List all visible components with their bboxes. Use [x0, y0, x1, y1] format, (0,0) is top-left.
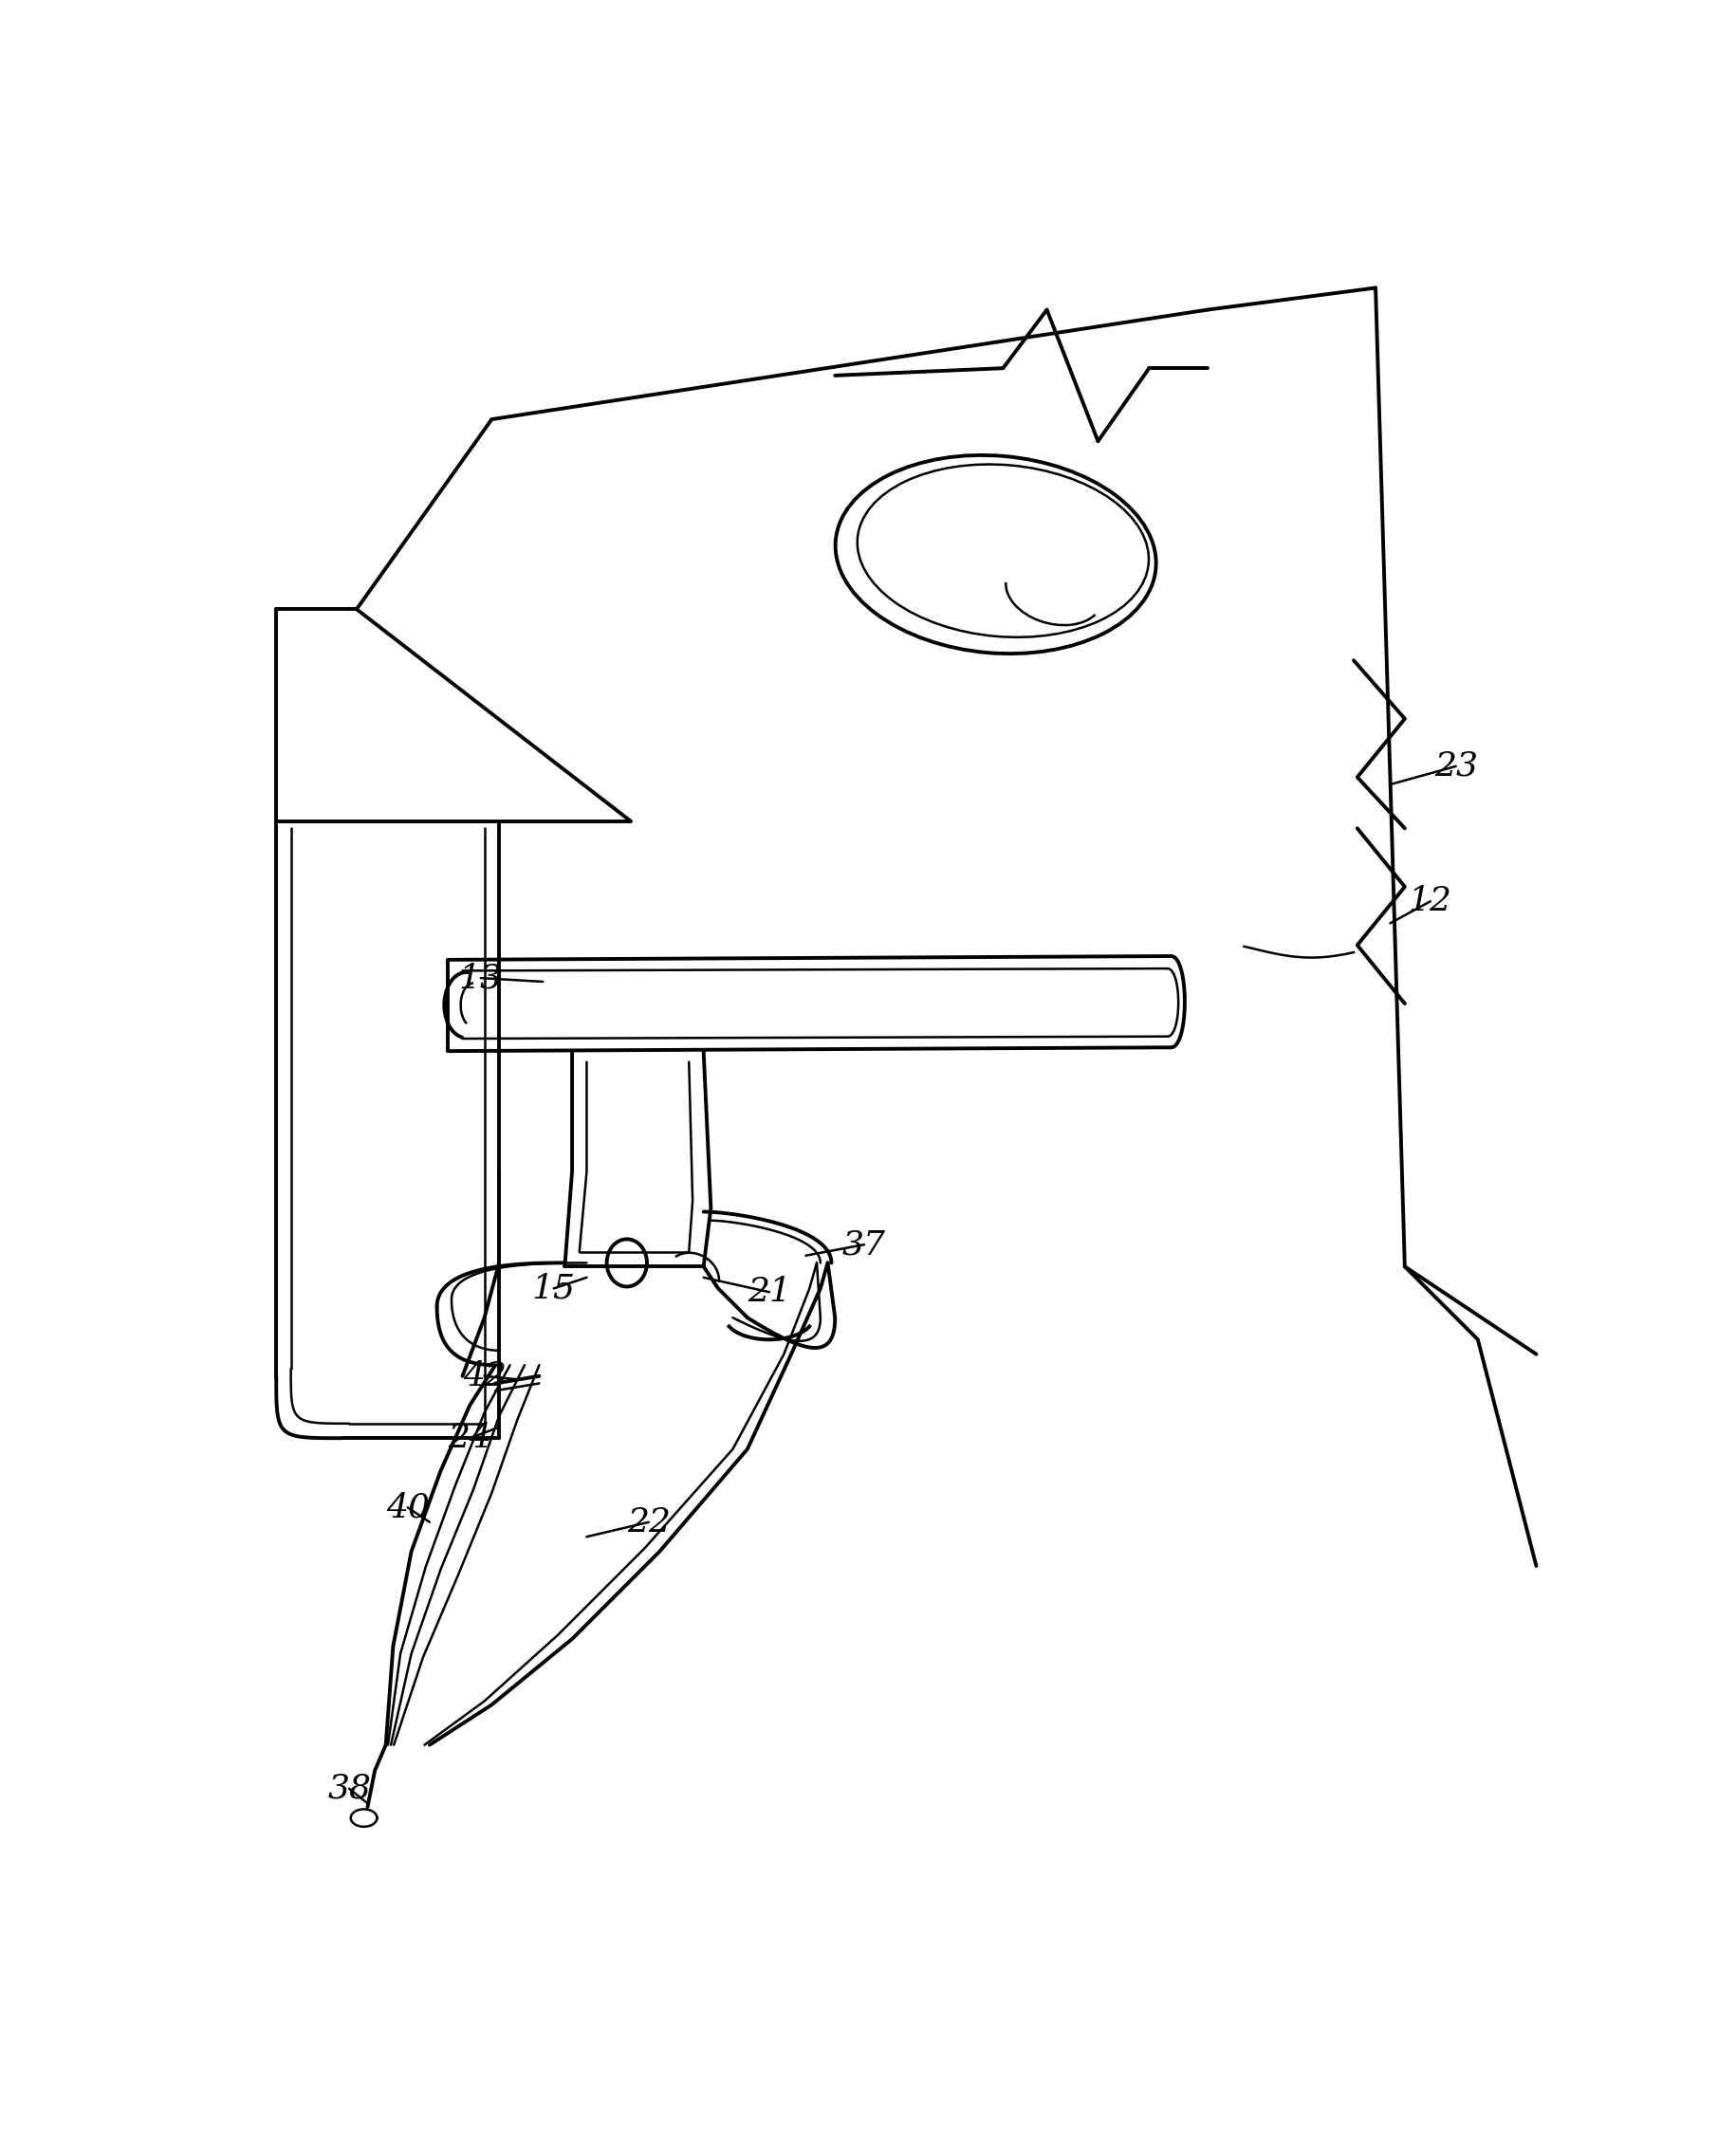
- Text: 21: 21: [746, 1276, 790, 1308]
- Text: 40: 40: [385, 1492, 429, 1524]
- Text: 23: 23: [1434, 750, 1477, 782]
- Text: 38: 38: [328, 1772, 372, 1806]
- Text: 42: 42: [462, 1359, 505, 1391]
- Ellipse shape: [606, 1239, 646, 1286]
- Text: 12: 12: [1408, 885, 1451, 917]
- Text: 37: 37: [842, 1229, 885, 1261]
- Text: 15: 15: [531, 1272, 575, 1304]
- Text: 24: 24: [448, 1421, 491, 1455]
- Text: 22: 22: [627, 1507, 670, 1539]
- Text: 13: 13: [458, 962, 502, 994]
